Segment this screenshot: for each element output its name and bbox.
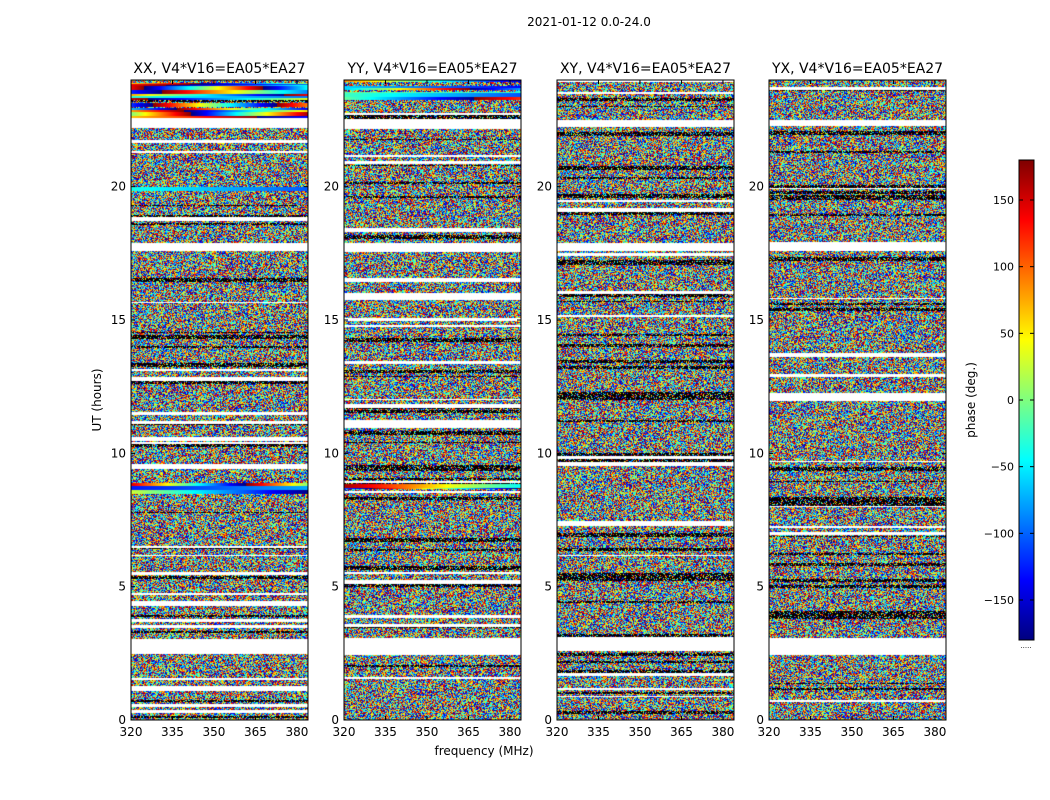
colorbar-label: phase (deg.)	[964, 362, 978, 438]
x-tick-label: 335	[799, 725, 822, 739]
x-tick-label: 335	[374, 725, 397, 739]
heatmap-panel: XY, V4*V16=EA05*EA27 320 335 350 365 380 0 5 10 1…	[537, 61, 735, 739]
panel-title: YX, V4*V16=EA05*EA27	[771, 61, 943, 77]
y-tick-label: 20	[749, 180, 764, 194]
y-tick-label: 20	[537, 180, 552, 194]
colorbar-tick-label: 150	[993, 194, 1014, 207]
x-tick-label: 380	[711, 725, 734, 739]
x-tick-label: 380	[285, 725, 308, 739]
heatmap-panel: YY, V4*V16=EA05*EA27 320 335 350 365 380 0 5 10 1…	[324, 61, 522, 739]
y-tick-label: 0	[331, 713, 339, 727]
y-tick-label: 15	[324, 313, 339, 327]
axes-frame	[556, 79, 735, 721]
y-tick-label: 10	[537, 446, 552, 460]
x-tick-label: 365	[457, 725, 480, 739]
colorbar-tick-label: −100	[984, 527, 1014, 540]
colorbar: 150 100 50 0 −50 −100 −150	[984, 159, 1035, 641]
y-tick-label: 10	[111, 446, 126, 460]
heatmap-image	[557, 80, 734, 720]
colorbar-tick-label: 50	[1000, 327, 1014, 340]
colorbar-footnote: .....	[1020, 642, 1031, 650]
x-axis-label: frequency (MHz)	[434, 744, 533, 758]
y-tick-label: 5	[331, 580, 339, 594]
y-tick-label: 5	[118, 580, 126, 594]
y-tick-label: 15	[537, 313, 552, 327]
x-tick-label: 320	[758, 725, 781, 739]
x-tick-label: 350	[416, 725, 439, 739]
x-tick-label: 365	[244, 725, 267, 739]
heatmap-image	[769, 80, 946, 720]
y-tick-label: 20	[111, 180, 126, 194]
heatmap-panel: XX, V4*V16=EA05*EA27 320 335 350 365 380 0 5 10 1…	[111, 61, 309, 739]
colorbar-tick-label: −150	[984, 594, 1014, 607]
y-tick-label: 20	[324, 180, 339, 194]
y-tick-label: 0	[756, 713, 764, 727]
x-tick-label: 350	[203, 725, 226, 739]
panel-title: XX, V4*V16=EA05*EA27	[133, 61, 305, 77]
y-tick-label: 5	[756, 580, 764, 594]
axes-frame	[768, 79, 947, 721]
y-axis-label: UT (hours)	[90, 368, 104, 431]
figure-suptitle: 2021-01-12 0.0-24.0	[527, 15, 651, 29]
x-tick-label: 335	[587, 725, 610, 739]
x-tick-label: 320	[546, 725, 569, 739]
heatmap-image	[344, 80, 521, 720]
x-tick-label: 350	[841, 725, 864, 739]
y-tick-label: 5	[544, 580, 552, 594]
y-tick-label: 0	[544, 713, 552, 727]
heatmap-panels: XX, V4*V16=EA05*EA27 320 335 350 365 380 0 5 10 1…	[111, 61, 947, 739]
colorbar-tick-label: −50	[991, 461, 1014, 474]
panel-title: YY, V4*V16=EA05*EA27	[346, 61, 517, 77]
y-tick-label: 10	[324, 446, 339, 460]
x-tick-label: 380	[498, 725, 521, 739]
colorbar-tick-label: 100	[993, 261, 1014, 274]
x-tick-label: 365	[670, 725, 693, 739]
axes-frame	[343, 79, 522, 721]
x-tick-label: 320	[333, 725, 356, 739]
x-tick-label: 350	[629, 725, 652, 739]
y-tick-label: 10	[749, 446, 764, 460]
panel-title: XY, V4*V16=EA05*EA27	[560, 61, 731, 77]
y-tick-label: 0	[118, 713, 126, 727]
x-tick-label: 380	[923, 725, 946, 739]
heatmap-image	[131, 80, 308, 720]
axes-frame	[130, 79, 309, 721]
y-tick-label: 15	[749, 313, 764, 327]
x-tick-label: 365	[882, 725, 905, 739]
x-tick-label: 335	[161, 725, 184, 739]
heatmap-panel: YX, V4*V16=EA05*EA27 320 335 350 365 380 0 5 10 1…	[749, 61, 947, 739]
x-tick-label: 320	[120, 725, 143, 739]
colorbar-tick-label: 0	[1007, 394, 1014, 407]
y-tick-label: 15	[111, 313, 126, 327]
